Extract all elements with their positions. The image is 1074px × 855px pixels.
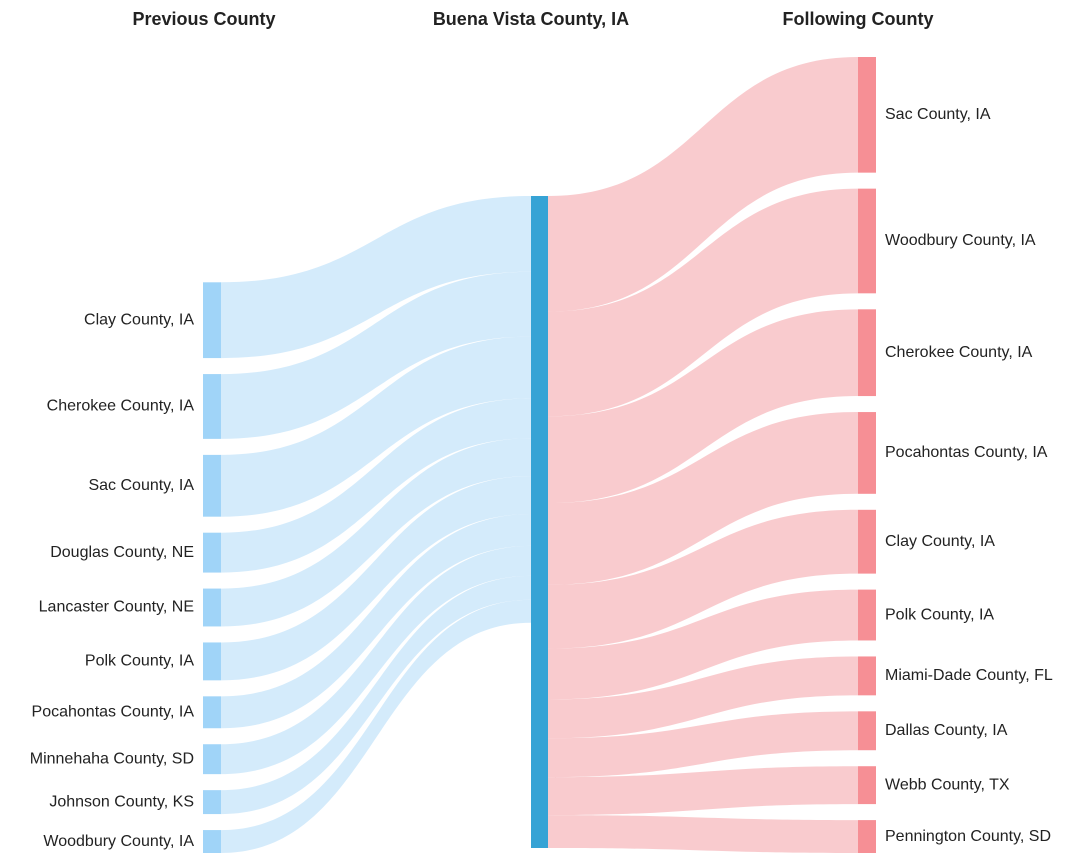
source-flow [221,599,531,853]
source-flow [221,336,531,517]
target-node [858,766,876,805]
target-node [858,509,876,574]
target-flow [548,309,858,504]
target-node [858,820,876,853]
target-label: Miami-Dade County, FL [885,667,1053,684]
source-node [203,588,221,627]
source-flow [221,271,531,439]
source-label: Pocahontas County, IA [32,704,195,721]
source-label: Polk County, IA [85,653,194,670]
target-node [858,309,876,397]
target-node [858,656,876,696]
target-label: Woodbury County, IA [885,232,1036,249]
target-label: Sac County, IA [885,106,991,123]
center-node [531,196,548,848]
target-title: Following County [783,9,934,29]
target-flow [548,766,858,816]
source-title: Previous County [132,9,275,29]
source-node [203,282,221,359]
target-flow [548,589,858,700]
source-flow [221,575,531,815]
source-node [203,696,221,729]
target-label: Polk County, IA [885,606,994,623]
target-node [858,57,876,173]
source-flow [221,398,531,573]
source-node [203,790,221,815]
target-label: Dallas County, IA [885,722,1008,739]
target-label: Pennington County, SD [885,828,1051,845]
source-node [203,374,221,439]
target-flow [548,412,858,585]
target-flow [548,57,858,312]
target-node [858,711,876,751]
target-node [858,188,876,294]
source-label: Minnehaha County, SD [30,750,194,767]
target-label: Webb County, TX [885,776,1010,793]
source-flow [221,514,531,729]
source-node [203,642,221,681]
source-label: Lancaster County, NE [39,599,194,616]
source-node [203,532,221,573]
source-flow [221,476,531,681]
target-node [858,412,876,494]
target-flow [548,711,858,778]
source-node [203,830,221,853]
source-label: Johnson County, KS [49,793,194,810]
source-label: Douglas County, NE [50,544,194,561]
source-flow [221,196,531,359]
target-node [858,589,876,641]
source-label: Sac County, IA [88,477,194,494]
source-flow [221,438,531,627]
source-node [203,744,221,775]
target-label: Pocahontas County, IA [885,444,1048,461]
center-title: Buena Vista County, IA [433,9,629,29]
target-flow [548,188,858,417]
target-flow [548,815,858,853]
source-flow [221,545,531,775]
source-label: Woodbury County, IA [43,833,194,850]
source-node [203,454,221,517]
target-label: Cherokee County, IA [885,344,1033,361]
target-flow [548,656,858,739]
target-flow [548,509,858,649]
source-label: Clay County, IA [84,311,194,328]
target-label: Clay County, IA [885,533,995,550]
source-label: Cherokee County, IA [47,398,195,415]
